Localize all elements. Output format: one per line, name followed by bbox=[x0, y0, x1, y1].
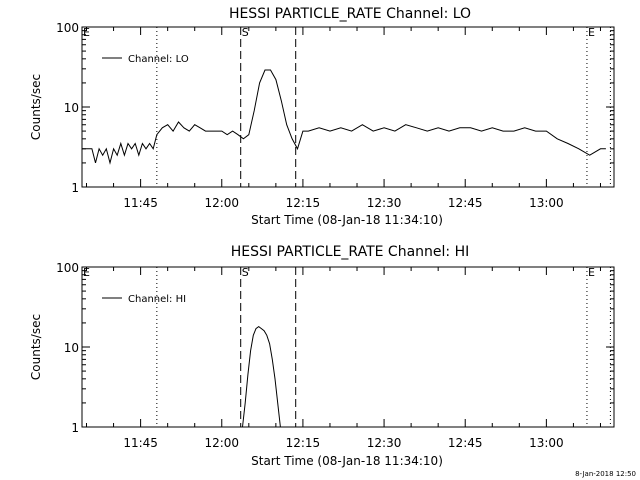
legend: Channel: LO bbox=[102, 54, 189, 65]
lo-channel-chart: HESSI PARTICLE_RATE Channel: LO Counts/s… bbox=[29, 6, 615, 227]
y-tick-label: 1 bbox=[71, 181, 79, 195]
chart-title: HESSI PARTICLE_RATE Channel: LO bbox=[229, 6, 471, 22]
marker-letter: E bbox=[588, 266, 595, 279]
x-tick-label: 11:45 bbox=[123, 196, 158, 210]
marker-letter: E bbox=[83, 266, 90, 279]
plot-frame bbox=[81, 26, 615, 188]
y-tick-label: 10 bbox=[64, 101, 79, 115]
legend-label: Channel: LO bbox=[128, 54, 189, 65]
x-tick-label: 12:45 bbox=[448, 436, 483, 450]
marker-letter: S bbox=[242, 266, 249, 279]
x-tick-label: 12:00 bbox=[204, 196, 239, 210]
plot-frame bbox=[81, 266, 615, 428]
chart-title: HESSI PARTICLE_RATE Channel: HI bbox=[231, 244, 469, 260]
x-tick-label: 12:30 bbox=[367, 436, 402, 450]
y-axis-label: Counts/sec bbox=[29, 74, 43, 140]
marker-letter: S bbox=[242, 26, 249, 39]
legend: Channel: HI bbox=[102, 294, 186, 305]
marker-letter: E bbox=[83, 26, 90, 39]
y-tick-label: 100 bbox=[56, 261, 79, 275]
x-tick-label: 13:00 bbox=[529, 196, 564, 210]
x-tick-label: 13:00 bbox=[529, 436, 564, 450]
x-tick-label: 12:00 bbox=[204, 436, 239, 450]
x-axis-label: Start Time (08-Jan-18 11:34:10) bbox=[251, 213, 443, 227]
y-tick-label: 1 bbox=[71, 421, 79, 435]
y-tick-label: 100 bbox=[56, 21, 79, 35]
x-tick-label: 11:45 bbox=[123, 436, 158, 450]
x-tick-label: 12:15 bbox=[286, 196, 321, 210]
legend-label: Channel: HI bbox=[128, 294, 186, 305]
hi-channel-chart: HESSI PARTICLE_RATE Channel: HI Counts/s… bbox=[29, 244, 615, 468]
x-axis-label: Start Time (08-Jan-18 11:34:10) bbox=[251, 454, 443, 468]
x-tick-label: 12:30 bbox=[367, 196, 402, 210]
y-tick-label: 10 bbox=[64, 341, 79, 355]
x-tick-label: 12:15 bbox=[286, 436, 321, 450]
series-line bbox=[82, 69, 606, 165]
y-axis-label: Counts/sec bbox=[29, 314, 43, 380]
x-tick-label: 12:45 bbox=[448, 196, 483, 210]
footer-timestamp: 8-Jan-2018 12:50 bbox=[575, 470, 636, 478]
marker-letter: E bbox=[588, 26, 595, 39]
series-line bbox=[242, 325, 281, 428]
